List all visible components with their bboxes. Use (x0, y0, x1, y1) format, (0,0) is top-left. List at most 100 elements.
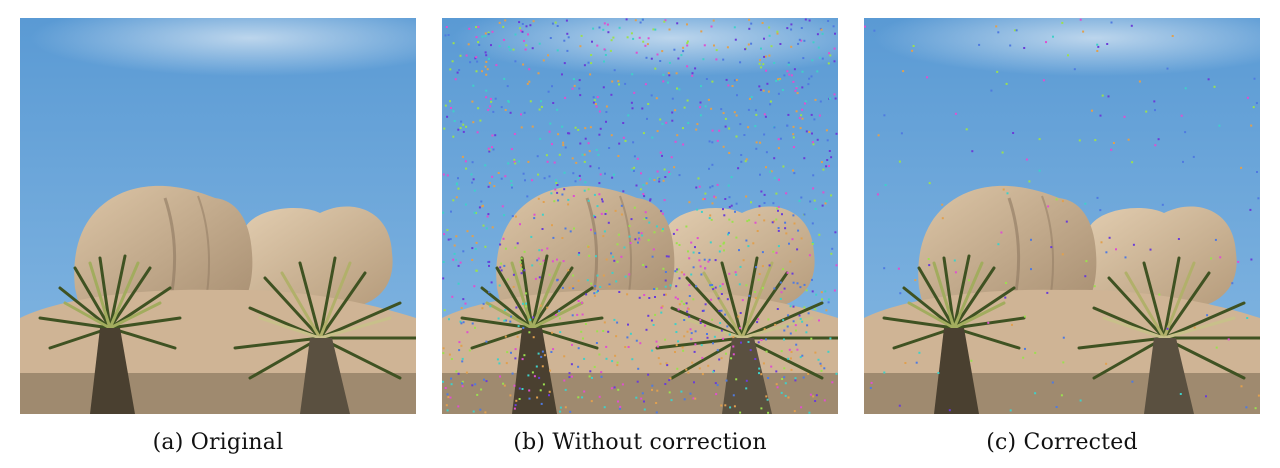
noise-layer (442, 18, 838, 414)
noise-pixel (494, 97, 497, 100)
caption-without-correction: (b) Without correction (513, 430, 767, 455)
noise-pixel (798, 199, 801, 202)
noise-pixel (798, 38, 801, 41)
noise-pixel (548, 130, 551, 133)
noise-pixel (699, 101, 702, 104)
noise-pixel (488, 182, 491, 185)
noise-pixel (954, 271, 957, 274)
noise-pixel (643, 294, 646, 296)
noise-pixel (805, 130, 808, 133)
noise-pixel (552, 102, 555, 104)
noise-pixel (677, 57, 680, 60)
noise-pixel (443, 233, 446, 236)
noise-pixel (710, 218, 713, 221)
noise-pixel (450, 107, 452, 109)
noise-pixel (786, 325, 789, 328)
noise-pixel (834, 97, 837, 100)
noise-pixel (674, 351, 676, 353)
noise-pixel (520, 29, 523, 32)
noise-pixel (1051, 381, 1054, 384)
noise-pixel (520, 126, 523, 129)
noise-pixel (623, 246, 626, 249)
noise-pixel (461, 155, 464, 158)
noise-pixel (541, 213, 544, 216)
noise-pixel (559, 331, 562, 334)
noise-pixel (1184, 87, 1187, 90)
noise-pixel (584, 127, 587, 130)
noise-pixel (714, 259, 717, 262)
noise-pixel (683, 106, 686, 109)
noise-pixel (709, 186, 712, 189)
noise-pixel (538, 108, 541, 111)
noise-pixel (522, 326, 525, 329)
noise-pixel (769, 103, 772, 106)
noise-pixel (443, 309, 446, 312)
noise-pixel (784, 382, 787, 385)
noise-pixel (809, 200, 812, 203)
noise-pixel (457, 187, 460, 190)
noise-pixel (749, 97, 751, 100)
noise-pixel (534, 277, 537, 280)
noise-pixel (804, 100, 807, 103)
noise-pixel (675, 72, 678, 75)
noise-pixel (687, 308, 690, 311)
noise-pixel (1252, 106, 1255, 109)
noise-pixel (596, 96, 599, 99)
noise-pixel (538, 276, 541, 279)
noise-pixel (1255, 102, 1258, 105)
noise-pixel (542, 259, 545, 262)
noise-pixel (739, 61, 742, 64)
noise-pixel (497, 317, 500, 320)
noise-pixel (504, 19, 507, 22)
noise-pixel (554, 21, 557, 24)
noise-pixel (773, 220, 775, 223)
noise-pixel (604, 54, 607, 56)
noise-pixel (630, 32, 633, 35)
noise-pixel (701, 373, 704, 376)
noise-pixel (586, 279, 589, 282)
noise-pixel (536, 396, 539, 399)
noise-pixel (829, 97, 831, 100)
noise-pixel (726, 298, 729, 301)
noise-pixel (556, 184, 559, 186)
noise-pixel (482, 224, 485, 227)
noise-pixel (451, 295, 454, 298)
noise-pixel (782, 165, 785, 168)
noise-pixel (592, 96, 595, 99)
noise-pixel (450, 210, 452, 213)
noise-pixel (692, 266, 695, 269)
noise-pixel (789, 332, 792, 335)
noise-pixel (811, 222, 814, 225)
noise-pixel (541, 365, 544, 368)
noise-pixel (725, 78, 728, 81)
noise-pixel (637, 231, 640, 234)
noise-pixel (485, 340, 488, 343)
noise-pixel (1192, 155, 1195, 158)
noise-pixel (457, 405, 460, 408)
noise-pixel (643, 408, 646, 411)
noise-pixel (1206, 314, 1209, 317)
noise-pixel (460, 307, 463, 309)
noise-pixel (704, 303, 707, 306)
noise-pixel (1145, 110, 1148, 113)
noise-pixel (1210, 257, 1213, 260)
noise-pixel (471, 322, 474, 325)
noise-pixel (442, 277, 445, 280)
noise-pixel (585, 293, 588, 296)
noise-pixel (676, 87, 678, 90)
noise-pixel (480, 388, 483, 391)
noise-pixel (660, 210, 663, 213)
noise-pixel (667, 81, 669, 84)
noise-pixel (770, 170, 773, 173)
noise-pixel (484, 32, 487, 35)
noise-pixel (717, 297, 720, 300)
image-without-correction (442, 18, 838, 414)
noise-pixel (663, 199, 666, 202)
noise-pixel (898, 404, 901, 407)
noise-pixel (783, 367, 786, 370)
noise-pixel (615, 335, 618, 338)
noise-pixel (770, 365, 773, 368)
noise-pixel (485, 54, 488, 57)
noise-pixel (1180, 114, 1183, 117)
noise-pixel (622, 122, 625, 124)
